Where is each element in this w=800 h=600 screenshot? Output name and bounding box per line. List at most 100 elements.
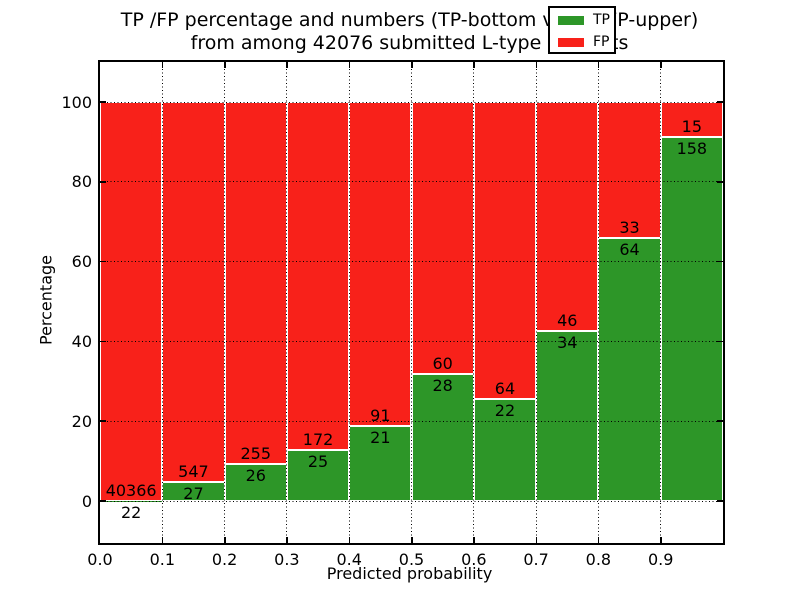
bar-segment-tp — [660, 136, 723, 501]
legend-swatch-fp — [558, 37, 584, 47]
gridline-vertical — [411, 62, 412, 543]
bar-value-fp: 60 — [432, 354, 453, 374]
x-tick-mark — [161, 537, 164, 543]
gridline-vertical — [660, 62, 662, 543]
bar-value-tp: 21 — [370, 428, 391, 448]
y-tick-mark — [717, 181, 723, 183]
gridline-vertical — [597, 62, 599, 543]
plot-area: 40366 22 547 27 255 26 172 25 91 21 60 28 64 22 46 34 33… — [61, 60, 725, 569]
x-tick-mark — [535, 537, 538, 543]
gridline-vertical — [473, 62, 475, 543]
bar-value-fp: 172 — [302, 430, 334, 450]
y-tick-mark — [100, 260, 106, 263]
x-tick-label: 0.2 — [211, 550, 238, 569]
gridline-horizontal — [100, 101, 723, 103]
gridline-horizontal — [100, 500, 723, 502]
x-tick-label: 0.8 — [585, 550, 612, 569]
x-tick-mark — [597, 62, 600, 68]
gridline-horizontal — [100, 181, 723, 183]
chart-title: TP /FP percentage and numbers (TP-bottom… — [98, 9, 721, 54]
x-tick-label: 0.4 — [336, 550, 362, 569]
x-tick-mark — [286, 62, 288, 68]
bar-value-tp: 158 — [676, 138, 708, 158]
gridline-vertical — [224, 62, 226, 543]
bar-segment-fp — [349, 102, 412, 427]
x-tick-label: 0.1 — [149, 550, 176, 569]
bar-value-tp: 26 — [245, 466, 266, 486]
gridline-vertical — [348, 62, 350, 543]
x-tick-label: 0.5 — [398, 550, 425, 569]
bar-value-fp: 33 — [619, 217, 640, 237]
bar-value-fp: 547 — [178, 462, 209, 482]
y-tick-mark — [717, 340, 723, 343]
bar-value-fp: 255 — [240, 444, 272, 464]
gridline-horizontal — [100, 261, 723, 263]
bar-value-tp: 64 — [619, 239, 640, 259]
bar-segment-fp — [224, 102, 287, 465]
bar-segment-fp — [660, 102, 723, 137]
x-tick-label: 0.9 — [647, 550, 674, 569]
bar-segment-fp — [536, 102, 599, 332]
chart-title-line2: from among 42076 submitted L-type contac… — [190, 31, 629, 54]
bar-value-tp: 22 — [494, 400, 516, 420]
gridline-vertical — [161, 62, 163, 543]
x-tick-label: 0.7 — [523, 550, 549, 569]
gridline-vertical — [286, 62, 288, 543]
x-tick-label: 0.0 — [87, 550, 113, 569]
y-tick-mark — [717, 420, 723, 422]
gridline-horizontal — [100, 340, 723, 342]
x-tick-mark — [411, 62, 413, 68]
bar-segment-tp — [411, 374, 474, 501]
bar-segment-fp — [598, 102, 661, 238]
x-tick-mark — [535, 62, 538, 68]
y-tick-mark — [717, 101, 723, 103]
x-tick-mark — [286, 537, 288, 543]
bar-value-fp: 46 — [557, 311, 578, 331]
bar-segment-fp — [286, 102, 350, 451]
x-tick-mark — [348, 62, 351, 68]
x-tick-label: 0.6 — [461, 550, 487, 569]
bar-value-tp: 34 — [557, 333, 578, 353]
bar-segment-tp — [598, 237, 661, 501]
gridline-horizontal — [100, 420, 723, 422]
gridline-vertical — [535, 62, 537, 543]
y-tick-mark — [100, 500, 106, 502]
bar-segment-tp — [473, 398, 537, 501]
x-tick-mark — [597, 537, 600, 543]
chart-title-line1: TP /FP percentage and numbers (TP-bottom… — [120, 9, 699, 31]
y-tick-label: 60 — [71, 252, 92, 272]
y-tick-mark — [717, 260, 723, 263]
y-tick-mark — [100, 181, 106, 183]
y-tick-label: 20 — [71, 411, 92, 431]
x-tick-mark — [348, 537, 351, 543]
y-tick-mark — [100, 101, 106, 103]
bar-value-fp: 15 — [681, 116, 703, 136]
legend-row: TP — [550, 10, 614, 30]
x-tick-mark — [161, 62, 164, 68]
y-tick-mark — [717, 500, 723, 502]
legend-label-tp: TP — [593, 12, 610, 28]
bar-segment-tp — [536, 331, 599, 501]
bar-value-fp: 91 — [370, 406, 391, 426]
bar-value-tp: 27 — [183, 484, 204, 504]
bar-value-tp: 25 — [307, 452, 329, 472]
x-tick-mark — [411, 537, 413, 543]
x-tick-label: 0.3 — [274, 550, 300, 569]
x-tick-mark — [473, 537, 475, 543]
x-tick-mark — [224, 537, 226, 543]
legend-row: FP — [550, 32, 614, 52]
bar-segment-fp — [162, 102, 225, 483]
y-tick-label: 0 — [81, 491, 92, 511]
bar-value-tp: 22 — [120, 502, 142, 522]
y-tick-mark — [100, 340, 106, 343]
x-tick-mark — [224, 62, 226, 68]
x-tick-mark — [660, 62, 662, 68]
bar-value-fp: 40366 — [105, 480, 157, 500]
bar-value-tp: 28 — [432, 376, 453, 396]
x-tick-mark — [660, 537, 662, 543]
legend: TP FP — [548, 6, 616, 54]
bar-segment-tp — [224, 464, 287, 501]
legend-swatch-tp — [558, 15, 584, 25]
y-tick-mark — [100, 420, 106, 422]
